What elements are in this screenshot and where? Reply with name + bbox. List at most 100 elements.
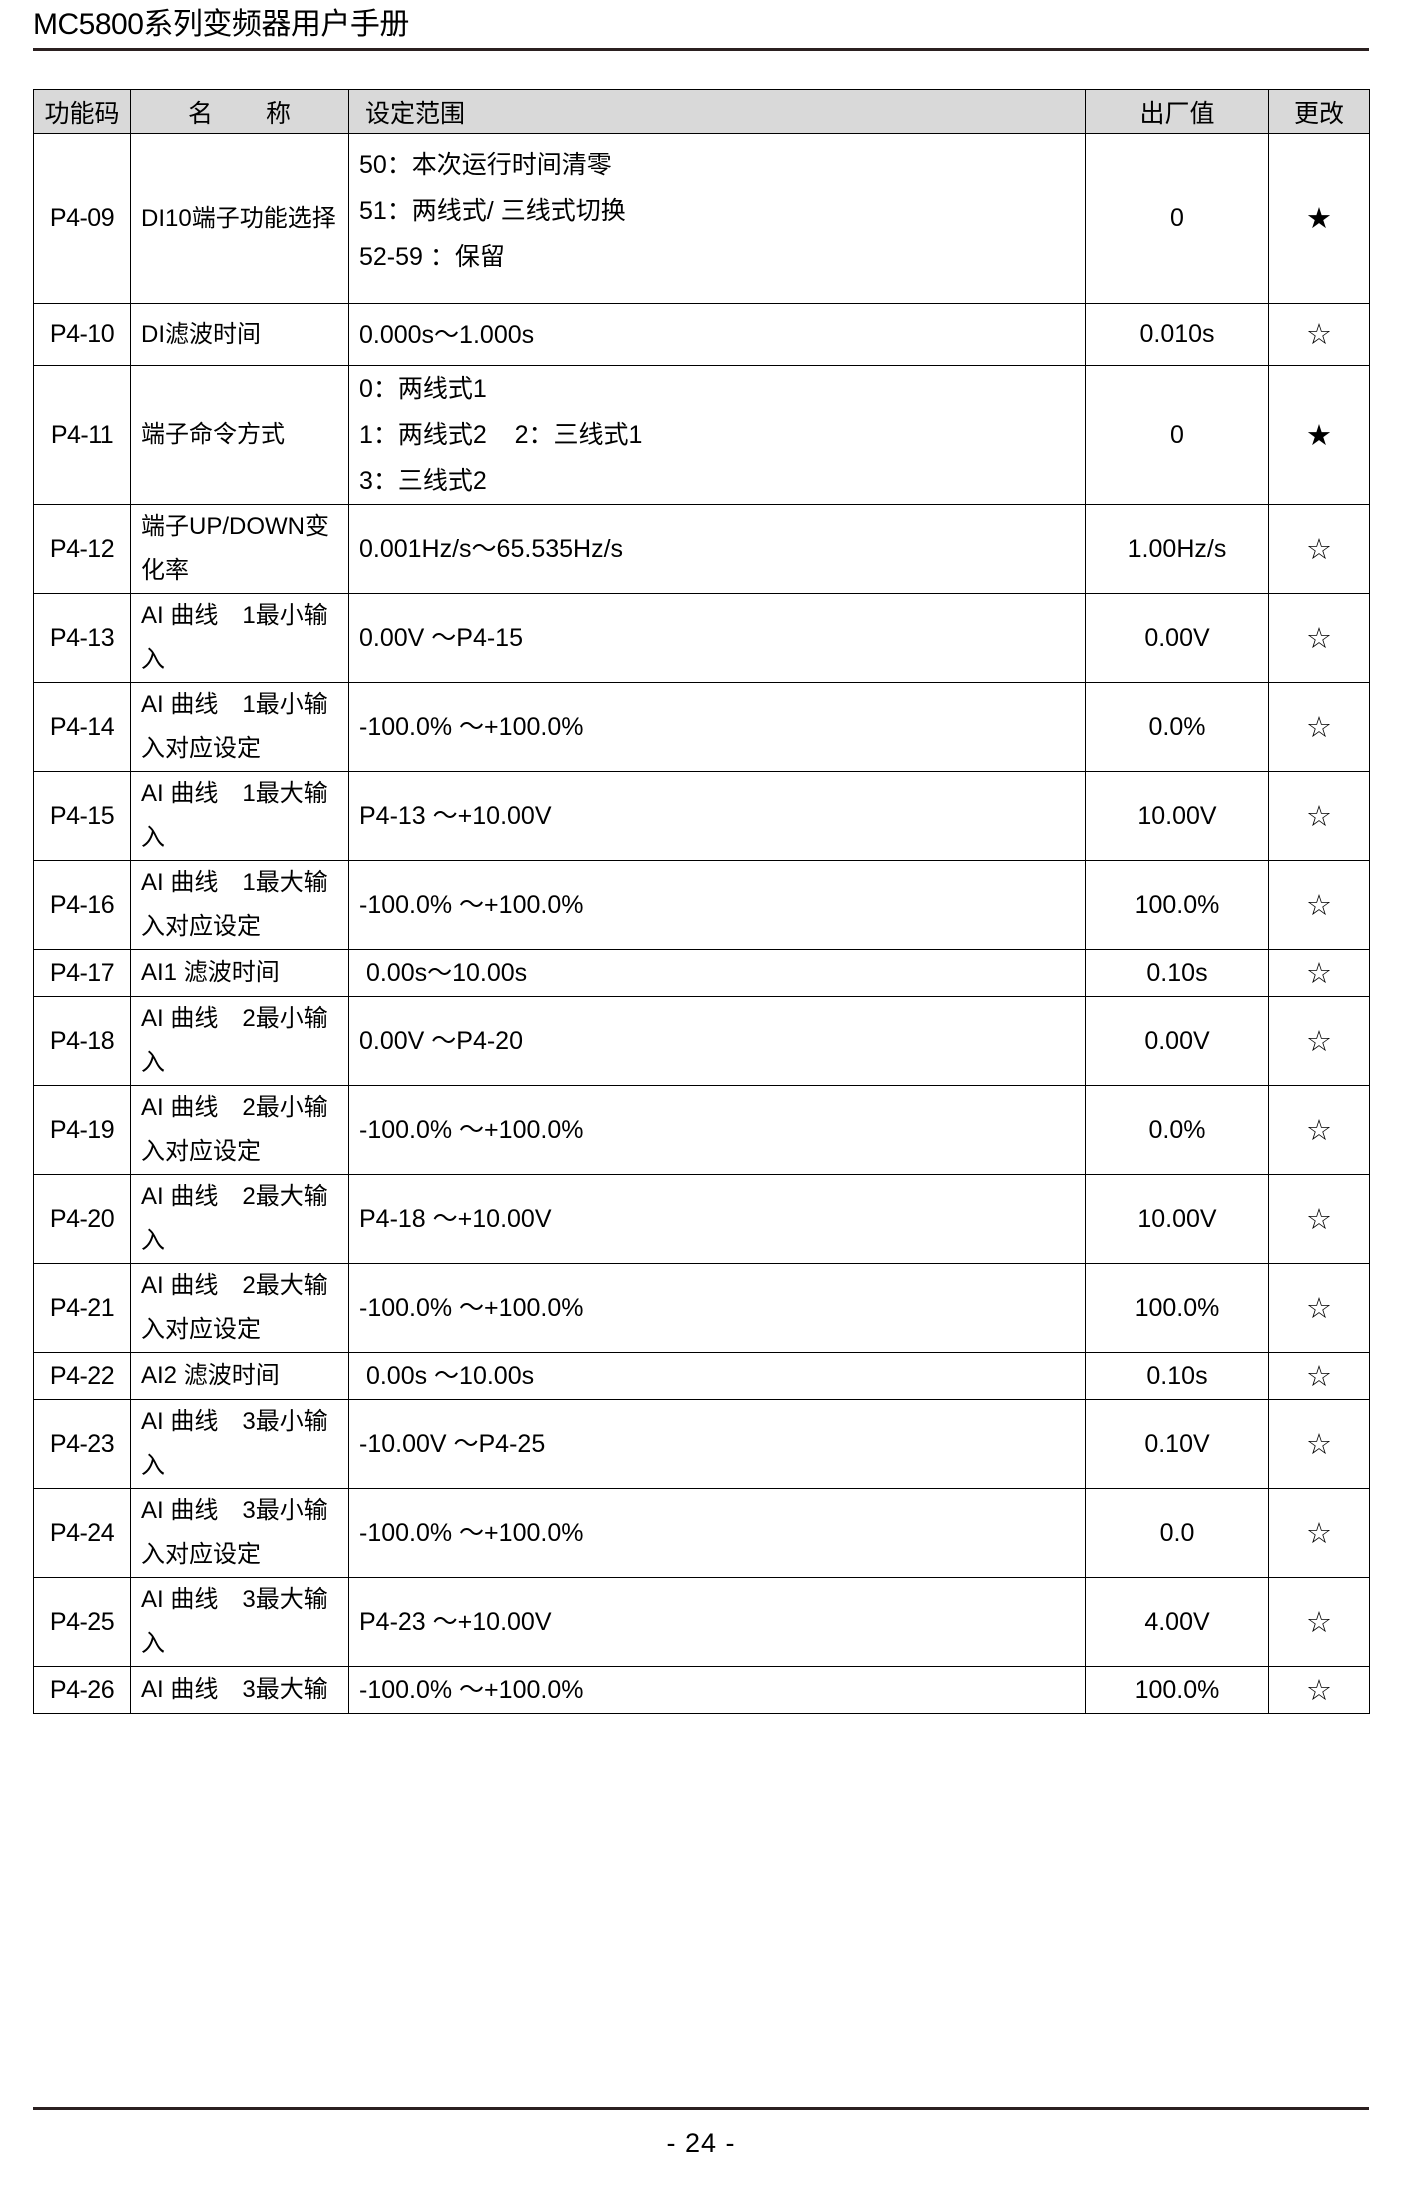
parameter-name-line: 入 bbox=[141, 1227, 165, 1254]
cell-factory-default: 100.0% bbox=[1085, 860, 1269, 950]
setting-range-line: 0.000s～1.000s bbox=[359, 320, 535, 349]
parameter-name-line: 端子命令方式 bbox=[141, 421, 285, 448]
hollow-star-icon: ☆ bbox=[1268, 682, 1370, 772]
hollow-star-icon: ☆ bbox=[1268, 1263, 1370, 1353]
table-row: P4-21 AI 曲线 2最大输 入对应设定 -100.0% ～+100.0% 100.… bbox=[33, 1263, 1370, 1353]
parameter-table: 功能码 名 称 设定范围 出厂值 更改 P4-09 DI10端子功能选择 50：本次… bbox=[33, 89, 1370, 1714]
setting-range-line: 1：两线式2 2：三线式1 bbox=[359, 421, 643, 449]
cell-function-code: P4-14 bbox=[33, 682, 131, 772]
hollow-star-icon: ☆ bbox=[1268, 593, 1370, 683]
hollow-star-icon: ☆ bbox=[1268, 504, 1370, 594]
cell-function-code: P4-09 bbox=[33, 133, 131, 304]
cell-function-code: P4-23 bbox=[33, 1399, 131, 1489]
parameter-name-line: 入对应设定 bbox=[141, 1316, 261, 1343]
cell-setting-range: P4-23 ～+10.00V bbox=[348, 1577, 1086, 1667]
parameter-name-line: AI 曲线 2最小输 bbox=[141, 1005, 328, 1032]
parameter-name-line: 入对应设定 bbox=[141, 735, 261, 762]
cell-factory-default: 0.0 bbox=[1085, 1488, 1269, 1578]
setting-range-line: -100.0% ～+100.0% bbox=[359, 1519, 584, 1547]
footer-divider bbox=[33, 2107, 1369, 2110]
cell-setting-range: -100.0% ～+100.0% bbox=[348, 1085, 1086, 1175]
setting-range-line: -100.0% ～+100.0% bbox=[359, 713, 584, 741]
hollow-star-icon: ☆ bbox=[1268, 860, 1370, 950]
parameter-name-line: AI 曲线 1最大输 bbox=[141, 780, 328, 807]
cell-setting-range: -100.0% ～+100.0% bbox=[348, 1666, 1086, 1714]
hollow-star-icon: ☆ bbox=[1268, 996, 1370, 1086]
setting-range-line: -100.0% ～+100.0% bbox=[359, 1676, 584, 1704]
parameter-table-container: 功能码 名 称 设定范围 出厂值 更改 P4-09 DI10端子功能选择 50：本次… bbox=[33, 89, 1370, 1714]
cell-factory-default: 0.010s bbox=[1085, 303, 1269, 366]
setting-range-line: 0：两线式1 bbox=[359, 375, 487, 403]
running-header: MC5800系列变频器用户手册 bbox=[33, 0, 1369, 64]
setting-range-line: P4-13 ～+10.00V bbox=[359, 802, 552, 830]
parameter-name-line: 入对应设定 bbox=[141, 1138, 261, 1165]
cell-setting-range: -100.0% ～+100.0% bbox=[348, 1263, 1086, 1353]
hollow-star-icon: ☆ bbox=[1268, 303, 1370, 366]
cell-function-code: P4-26 bbox=[33, 1666, 131, 1714]
cell-parameter-name: AI 曲线 2最大输入 bbox=[130, 1174, 349, 1264]
setting-range-line: 52-59 ：保留 bbox=[359, 243, 505, 271]
cell-setting-range: -100.0% ～+100.0% bbox=[348, 1488, 1086, 1578]
cell-setting-range: 0：两线式1 1：两线式2 2：三线式1 3：三线式2 bbox=[348, 365, 1086, 505]
hollow-star-icon: ☆ bbox=[1268, 1577, 1370, 1667]
setting-range-line: P4-23 ～+10.00V bbox=[359, 1608, 552, 1636]
cell-function-code: P4-21 bbox=[33, 1263, 131, 1353]
cell-factory-default: 0.0% bbox=[1085, 1085, 1269, 1175]
setting-range-line: 50：本次运行时间清零 bbox=[359, 151, 612, 179]
table-row: P4-19 AI 曲线 2最小输 入对应设定 -100.0% ～+100.0% 0.0%… bbox=[33, 1085, 1370, 1175]
cell-factory-default: 0 bbox=[1085, 133, 1269, 304]
hollow-star-icon: ☆ bbox=[1268, 1488, 1370, 1578]
table-row: P4-23 AI 曲线 3最小输入 -10.00V ～P4-25 0.10V ☆ bbox=[33, 1399, 1370, 1489]
cell-parameter-name: 端子命令方式 bbox=[130, 365, 349, 505]
hollow-star-icon: ☆ bbox=[1268, 771, 1370, 861]
parameter-name-line: AI 曲线 3最大输 bbox=[141, 1586, 328, 1613]
table-row: P4-12 端子UP/DOWN变 化率 0.001Hz/s～65.535Hz/s 1.0… bbox=[33, 504, 1370, 594]
parameter-name-line: AI 曲线 2最小输 bbox=[141, 1094, 328, 1121]
table-row: P4-26 AI 曲线 3最大输 -100.0% ～+100.0% 100.0% ☆ bbox=[33, 1666, 1370, 1714]
table-row: P4-20 AI 曲线 2最大输入 P4-18 ～+10.00V 10.00V ☆ bbox=[33, 1174, 1370, 1264]
parameter-name-line: 入对应设定 bbox=[141, 1541, 261, 1568]
cell-setting-range: 0.00V ～P4-20 bbox=[348, 996, 1086, 1086]
cell-setting-range: -100.0% ～+100.0% bbox=[348, 682, 1086, 772]
filled-star-icon: ★ bbox=[1268, 133, 1370, 304]
parameter-name-line: 入 bbox=[141, 1452, 165, 1479]
parameter-name-line: 入 bbox=[141, 646, 165, 673]
hollow-star-icon: ☆ bbox=[1268, 1085, 1370, 1175]
cell-parameter-name: AI 曲线 3最大输入 bbox=[130, 1577, 349, 1667]
filled-star-icon: ★ bbox=[1268, 365, 1370, 505]
parameter-name-line: AI 曲线 2最大输 bbox=[141, 1272, 328, 1299]
cell-parameter-name: AI 曲线 3最小输 入对应设定 bbox=[130, 1488, 349, 1578]
cell-factory-default: 100.0% bbox=[1085, 1263, 1269, 1353]
cell-factory-default: 0.10s bbox=[1085, 949, 1269, 997]
setting-range-line: 0.00V ～P4-20 bbox=[359, 1027, 523, 1055]
parameter-name-line: AI 曲线 1最大输 bbox=[141, 869, 328, 896]
table-row: P4-14 AI 曲线 1最小输 入对应设定 -100.0% ～+100.0% 0.0%… bbox=[33, 682, 1370, 772]
setting-range-line: 0.001Hz/s～65.535Hz/s bbox=[359, 535, 624, 563]
cell-function-code: P4-16 bbox=[33, 860, 131, 950]
table-header-row: 功能码 名 称 设定范围 出厂值 更改 bbox=[33, 89, 1370, 134]
cell-parameter-name: AI 曲线 2最小输入 bbox=[130, 996, 349, 1086]
cell-parameter-name: 端子UP/DOWN变 化率 bbox=[130, 504, 349, 594]
hollow-star-icon: ☆ bbox=[1268, 1666, 1370, 1714]
cell-function-code: P4-18 bbox=[33, 996, 131, 1086]
cell-setting-range: 0.001Hz/s～65.535Hz/s bbox=[348, 504, 1086, 594]
cell-parameter-name: AI 曲线 2最小输 入对应设定 bbox=[130, 1085, 349, 1175]
manual-title: MC5800系列变频器用户手册 bbox=[33, 8, 409, 41]
cell-function-code: P4-13 bbox=[33, 593, 131, 683]
cell-setting-range: -10.00V ～P4-25 bbox=[348, 1399, 1086, 1489]
setting-range-line: P4-18 ～+10.00V bbox=[359, 1205, 552, 1233]
parameter-name-line: 入 bbox=[141, 1630, 165, 1657]
cell-parameter-name: AI 曲线 1最大输 入对应设定 bbox=[130, 860, 349, 950]
cell-function-code: P4-15 bbox=[33, 771, 131, 861]
cell-factory-default: 4.00V bbox=[1085, 1577, 1269, 1667]
table-row: P4-24 AI 曲线 3最小输 入对应设定 -100.0% ～+100.0% 0.0 ☆ bbox=[33, 1488, 1370, 1578]
cell-function-code: P4-20 bbox=[33, 1174, 131, 1264]
column-header-change: 更改 bbox=[1268, 89, 1370, 134]
cell-function-code: P4-17 bbox=[33, 949, 131, 997]
hollow-star-icon: ☆ bbox=[1268, 949, 1370, 997]
parameter-name-line: AI2 滤波时间 bbox=[141, 1362, 280, 1389]
setting-range-line: -100.0% ～+100.0% bbox=[359, 1116, 584, 1144]
parameter-name-line: AI 曲线 1最小输 bbox=[141, 602, 328, 629]
cell-parameter-name: AI 曲线 2最大输 入对应设定 bbox=[130, 1263, 349, 1353]
